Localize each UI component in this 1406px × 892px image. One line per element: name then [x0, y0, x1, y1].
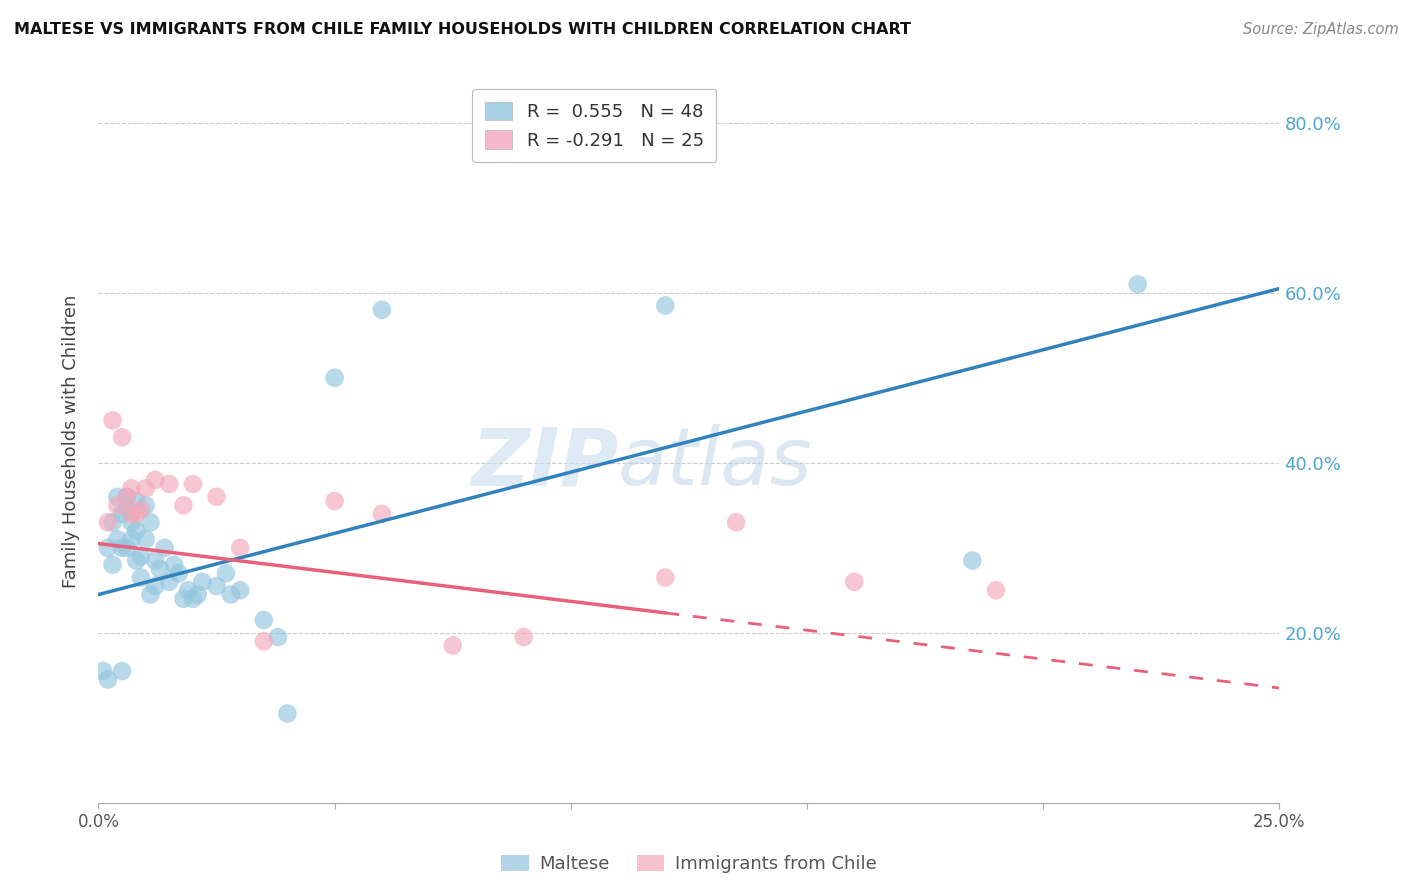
- Point: [139, 516, 162, 530]
- Point: [125, 494, 148, 508]
- Legend: Maltese, Immigrants from Chile: Maltese, Immigrants from Chile: [494, 847, 884, 880]
- Point: [121, 533, 143, 547]
- Point: [105, 498, 128, 512]
- Point: [125, 553, 148, 567]
- Point: [219, 588, 242, 602]
- Point: [115, 490, 138, 504]
- Point: [125, 507, 148, 521]
- Point: [267, 630, 290, 644]
- Point: [512, 630, 534, 644]
- Point: [172, 498, 194, 512]
- Point: [129, 502, 152, 516]
- Point: [172, 591, 194, 606]
- Point: [115, 541, 138, 555]
- Point: [157, 477, 180, 491]
- Point: [441, 639, 464, 653]
- Point: [229, 541, 252, 555]
- Point: [101, 413, 124, 427]
- Point: [97, 673, 120, 687]
- Point: [187, 588, 209, 602]
- Point: [229, 583, 252, 598]
- Y-axis label: Family Households with Children: Family Households with Children: [62, 295, 80, 588]
- Text: MALTESE VS IMMIGRANTS FROM CHILE FAMILY HOUSEHOLDS WITH CHILDREN CORRELATION CHA: MALTESE VS IMMIGRANTS FROM CHILE FAMILY …: [14, 22, 911, 37]
- Point: [105, 533, 128, 547]
- Point: [205, 579, 228, 593]
- Text: atlas: atlas: [619, 425, 813, 502]
- Point: [962, 553, 984, 567]
- Point: [97, 516, 120, 530]
- Point: [253, 613, 276, 627]
- Point: [177, 583, 200, 598]
- Point: [135, 481, 157, 495]
- Point: [149, 562, 172, 576]
- Point: [101, 516, 124, 530]
- Point: [97, 541, 120, 555]
- Point: [157, 574, 180, 589]
- Point: [143, 553, 166, 567]
- Point: [111, 430, 134, 444]
- Point: [725, 516, 748, 530]
- Point: [323, 371, 346, 385]
- Point: [654, 299, 676, 313]
- Point: [984, 583, 1007, 598]
- Text: Source: ZipAtlas.com: Source: ZipAtlas.com: [1243, 22, 1399, 37]
- Point: [121, 507, 143, 521]
- Point: [1126, 277, 1149, 292]
- Text: ZIP: ZIP: [471, 425, 619, 502]
- Point: [139, 588, 162, 602]
- Point: [121, 516, 143, 530]
- Point: [135, 498, 157, 512]
- Point: [215, 566, 238, 581]
- Point: [205, 490, 228, 504]
- Point: [371, 507, 394, 521]
- Point: [115, 502, 138, 516]
- Point: [181, 591, 204, 606]
- Point: [105, 490, 128, 504]
- Point: [111, 664, 134, 678]
- Point: [163, 558, 186, 572]
- Point: [181, 477, 204, 491]
- Point: [125, 524, 148, 538]
- Point: [91, 664, 114, 678]
- Point: [143, 473, 166, 487]
- Point: [276, 706, 298, 721]
- Point: [111, 507, 134, 521]
- Point: [191, 574, 214, 589]
- Point: [135, 533, 157, 547]
- Point: [167, 566, 190, 581]
- Point: [654, 570, 676, 584]
- Point: [111, 541, 134, 555]
- Point: [371, 302, 394, 317]
- Point: [115, 490, 138, 504]
- Point: [129, 570, 152, 584]
- Point: [129, 549, 152, 564]
- Point: [101, 558, 124, 572]
- Point: [323, 494, 346, 508]
- Point: [844, 574, 866, 589]
- Point: [121, 481, 143, 495]
- Point: [153, 541, 176, 555]
- Point: [143, 579, 166, 593]
- Point: [253, 634, 276, 648]
